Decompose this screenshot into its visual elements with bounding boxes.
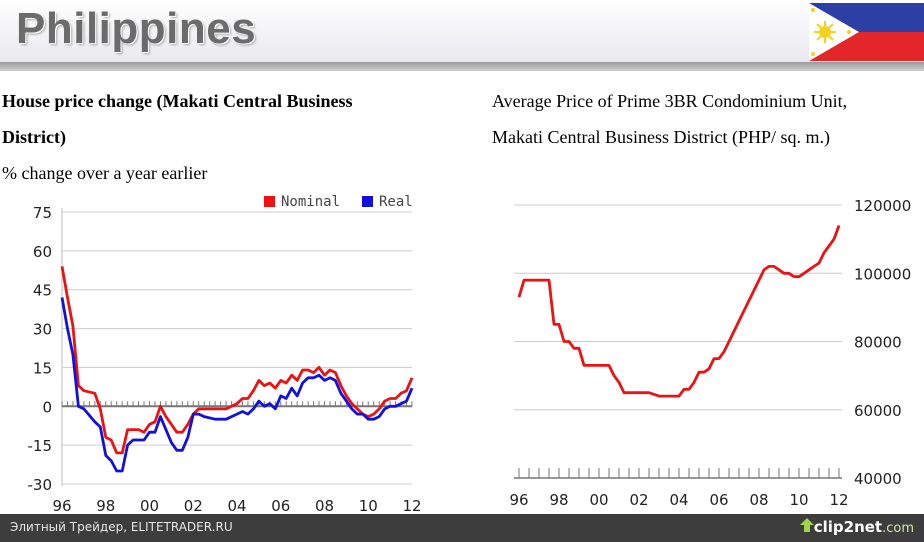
y-tick-label: 60000 [854, 402, 902, 420]
y-tick-label: 80000 [854, 334, 902, 352]
x-tick-label: 96 [509, 491, 528, 509]
footer-brand[interactable]: clip2net.com [814, 518, 914, 536]
left-chart-title-line2: District) [2, 127, 66, 147]
x-tick-label: 12 [829, 491, 848, 509]
footer-brand-name: clip2net [813, 518, 883, 536]
series-line-real [60, 297, 414, 473]
legend-label-nominal: Nominal [281, 194, 340, 210]
x-tick-label: 04 [227, 497, 246, 515]
condominium-price-chart: 120000 100000 80000 60000 40000 96 98 00 02 04 06 0… [509, 197, 911, 509]
series-line-nominal [60, 266, 414, 455]
x-tick-label: 08 [315, 497, 334, 515]
x-tick-label: 96 [52, 497, 71, 515]
x-tick-label: 08 [749, 491, 768, 509]
left-chart-subtitle: % change over a year earlier [2, 163, 208, 183]
y-tick-label: 30 [33, 321, 52, 339]
y-tick-label: 15 [33, 359, 52, 377]
x-tick-label: 98 [96, 497, 115, 515]
series-line-price [517, 225, 841, 398]
x-tick-label: 98 [549, 491, 568, 509]
x-tick-label: 00 [589, 491, 608, 509]
y-tick-label: 100000 [854, 265, 911, 283]
legend-swatch-real [362, 196, 373, 207]
x-tick-label: 00 [140, 497, 159, 515]
house-price-change-chart: 75 60 45 30 15 0 -15 -30 96 98 00 02 04 06 08 10 12 Nomin… [28, 194, 422, 515]
x-tick-label: 04 [669, 491, 688, 509]
x-tick-label: 06 [709, 491, 728, 509]
x-tick-label: 02 [184, 497, 203, 515]
x-tick-label: 10 [359, 497, 378, 515]
footer-brand-suffix: .com [882, 521, 914, 536]
footer-source-text: Элитный Трейдер, ELITETRADER.RU [10, 520, 233, 534]
x-tick-label: 10 [789, 491, 808, 509]
y-tick-label: 75 [33, 204, 52, 222]
right-chart-title-line2: Makati Central Business District (PHP/ s… [492, 127, 830, 147]
right-chart-title-line1: Average Price of Prime 3BR Condominium U… [492, 91, 848, 111]
y-tick-label: 60 [33, 243, 52, 261]
y-tick-label: -30 [28, 476, 53, 494]
x-tick-label: 06 [271, 497, 290, 515]
left-chart-title-line1: House price change (Makati Central Busin… [2, 91, 353, 111]
x-tick-label: 12 [402, 497, 421, 515]
y-tick-label: 120000 [854, 197, 911, 215]
page-header [0, 0, 924, 62]
legend-label-real: Real [379, 194, 413, 210]
upload-arrow-icon [800, 518, 814, 532]
page-title: Philippines [16, 4, 257, 53]
y-tick-label: 40000 [854, 470, 902, 488]
y-tick-label: 0 [42, 398, 52, 416]
y-tick-label: 45 [33, 282, 52, 300]
header-divider [0, 62, 924, 71]
x-tick-label: 02 [629, 491, 648, 509]
y-tick-label: -15 [28, 437, 53, 455]
footer-bar: Элитный Трейдер, ELITETRADER.RU clip2net… [0, 514, 924, 542]
philippines-flag-icon [809, 3, 924, 61]
legend-swatch-nominal [264, 196, 275, 207]
